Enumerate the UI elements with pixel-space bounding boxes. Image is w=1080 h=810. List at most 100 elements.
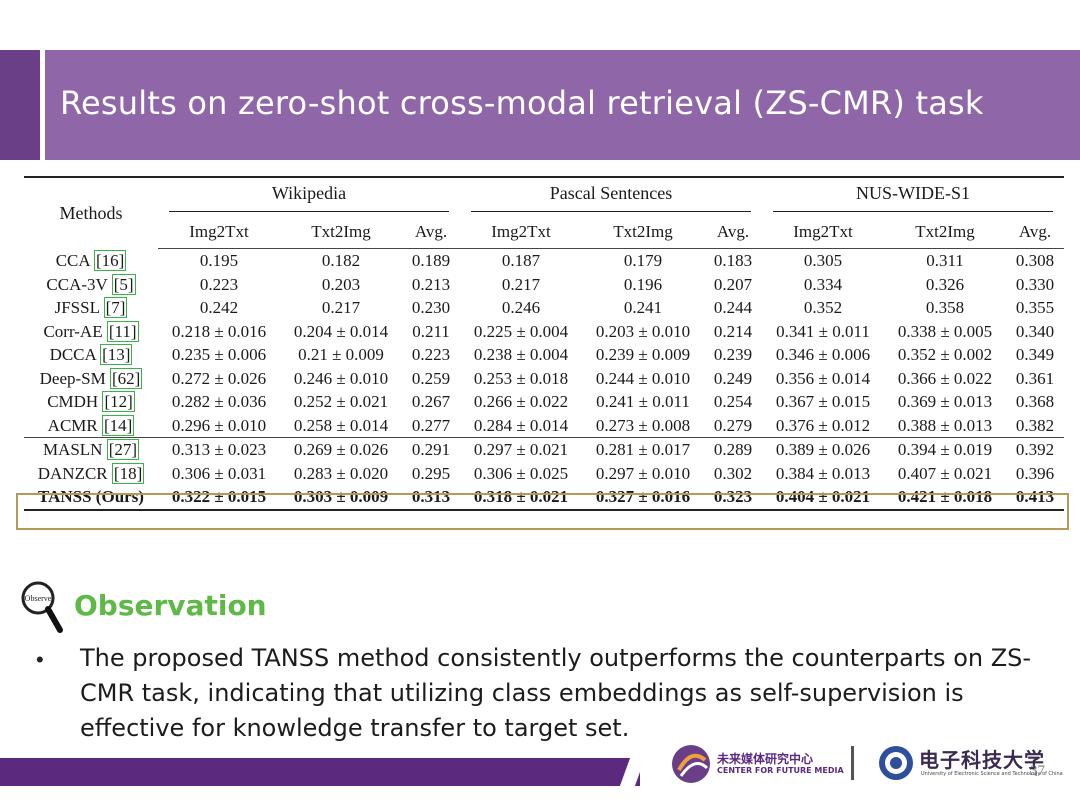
table-cell: 0.282 ± 0.036: [171, 392, 267, 411]
table-cell: 0.306 ± 0.031: [171, 463, 267, 483]
table-cell: 0.355: [1015, 298, 1055, 317]
method-label: Corr-AE: [43, 321, 103, 341]
table-cell: 0.183: [713, 251, 753, 270]
table-cell: 0.356 ± 0.014: [775, 368, 871, 388]
uestc-seal-icon: [879, 746, 913, 780]
table-cell: 0.396: [1015, 463, 1055, 483]
table-cell: 0.189: [411, 251, 451, 270]
table-cell: 0.213: [411, 274, 451, 294]
table-cell: 0.249: [713, 368, 753, 388]
table-cell: 0.241 ± 0.011: [596, 392, 690, 411]
table-cell: 0.313 ± 0.023: [158, 437, 280, 462]
table-body-baselines: CCA [16] 0.195 0.182 0.189 0.187 0.179 0.183 0.…: [24, 249, 1064, 438]
citation-ref: [27]: [106, 439, 140, 460]
table-cell: 0.358: [925, 298, 965, 317]
method-name: DCCA [13]: [24, 343, 158, 367]
table-cell: 0.267: [411, 392, 451, 411]
footer-bar: [0, 758, 646, 786]
table-cell: 0.295: [411, 463, 451, 483]
table-cell: 0.388 ± 0.013: [897, 415, 993, 435]
subcolumn-header: Avg.: [704, 216, 762, 249]
table-cell: 0.283 ± 0.020: [293, 463, 389, 483]
cfm-name-en: CENTER FOR FUTURE MEDIA: [717, 766, 844, 775]
table-cell: 0.273 ± 0.008: [595, 415, 691, 435]
method-name: ACMR [14]: [24, 414, 158, 438]
table-cell: 0.323: [704, 485, 762, 511]
table-cell: 0.326: [925, 274, 965, 294]
header-row-subcolumns: Img2Txt Txt2Img Avg. Img2Txt Txt2Img Avg…: [24, 216, 1064, 249]
table-cell: 0.341 ± 0.011: [776, 321, 870, 341]
subcolumn-header: Txt2Img: [280, 216, 402, 249]
table-cell: 0.21 ± 0.009: [298, 345, 384, 364]
table-cell: 0.413: [1006, 485, 1064, 511]
table-cell: 0.269 ± 0.026: [280, 437, 402, 462]
title-bar: Results on zero-shot cross-modal retriev…: [0, 50, 1080, 160]
table-cell: 0.258 ± 0.014: [293, 415, 389, 435]
table-cell: 0.376 ± 0.012: [775, 415, 871, 435]
table-cell: 0.218 ± 0.016: [171, 321, 267, 341]
table-cell: 0.196: [623, 274, 663, 294]
table-cell: 0.404 ± 0.021: [762, 485, 884, 511]
table-cell: 0.330: [1015, 274, 1055, 294]
table-cell: 0.303 ± 0.009: [280, 485, 402, 511]
table-cell: 0.266 ± 0.022: [473, 392, 569, 411]
table-cell: 0.313: [402, 485, 460, 511]
table-cell: 0.284 ± 0.014: [473, 415, 569, 435]
table-cell: 0.289: [704, 437, 762, 462]
results-table: Methods Wikipedia Pascal Sentences NUS-W…: [24, 176, 1064, 511]
method-label: ACMR: [47, 415, 98, 435]
table-cell: 0.346 ± 0.006: [775, 345, 871, 364]
table-row: JFSSL [7] 0.242 0.217 0.230 0.246 0.241 0.244 0…: [24, 296, 1064, 320]
table-row: CCA-3V [5] 0.223 0.203 0.213 0.217 0.196 0.207…: [24, 273, 1064, 297]
table-body-recent: MASLN [27] 0.313 ± 0.023 0.269 ± 0.026 0.29…: [24, 437, 1064, 511]
table-cell: 0.195: [199, 251, 239, 270]
citation-ref: [62]: [110, 367, 143, 389]
table-row: Corr-AE [11] 0.218 ± 0.016 0.204 ± 0.014 0.…: [24, 320, 1064, 344]
subcolumn-header: Img2Txt: [158, 216, 280, 249]
results-table-wrap: Methods Wikipedia Pascal Sentences NUS-W…: [24, 176, 1064, 511]
citation-ref: [18]: [111, 462, 145, 484]
title-accent-gap: [40, 50, 45, 160]
method-label: CMDH: [47, 392, 99, 411]
table-cell: 0.334: [803, 274, 843, 294]
table-cell: 0.291: [402, 437, 460, 462]
table-cell: 0.217: [321, 298, 361, 317]
table-cell: 0.246: [501, 298, 541, 317]
table-cell: 0.308: [1015, 251, 1055, 270]
subcolumn-header: Img2Txt: [762, 216, 884, 249]
table-row: Deep-SM [62] 0.272 ± 0.026 0.246 ± 0.010 0.…: [24, 367, 1064, 391]
table-cell: 0.297 ± 0.010: [595, 463, 691, 483]
table-cell: 0.296 ± 0.010: [171, 415, 267, 435]
table-cell: 0.223: [411, 345, 451, 364]
table-cell: 0.244: [713, 298, 753, 317]
table-cell: 0.235 ± 0.006: [171, 345, 267, 364]
subcolumn-header: Avg.: [1006, 216, 1064, 249]
observation-title: Observation: [74, 589, 267, 622]
table-cell: 0.182: [321, 251, 361, 270]
table-cell: 0.239: [713, 345, 753, 364]
citation-ref: [12]: [102, 391, 135, 412]
table-cell: 0.254: [713, 392, 753, 411]
magnifier-icon: Observe: [21, 581, 63, 633]
table-cell: 0.368: [1015, 392, 1055, 411]
table-cell: 0.217: [501, 274, 541, 294]
table-cell: 0.246 ± 0.010: [293, 368, 389, 388]
table-cell: 0.281 ± 0.017: [582, 437, 704, 462]
cfm-logo-icon: [672, 745, 710, 783]
cfm-name-cn: 未来媒体研究中心: [717, 752, 814, 766]
table-row: CCA [16] 0.195 0.182 0.189 0.187 0.179 0.183 0.…: [24, 249, 1064, 273]
table-cell: 0.421 ± 0.018: [884, 485, 1006, 511]
logo-divider: [851, 746, 854, 780]
table-cell: 0.394 ± 0.019: [884, 437, 1006, 462]
method-name: Corr-AE [11]: [24, 320, 158, 344]
method-name: MASLN [27]: [24, 437, 158, 462]
dataset-header: NUS-WIDE-S1: [762, 176, 1064, 216]
table-cell: 0.392: [1006, 437, 1064, 462]
bullet-dot: •: [36, 647, 44, 672]
table-cell: 0.272 ± 0.026: [171, 368, 267, 388]
ours-row: TANSS (Ours) 0.322 ± 0.015 0.303 ± 0.009 0.…: [24, 485, 1064, 511]
method-name: Deep-SM [62]: [24, 367, 158, 391]
table-cell: 0.207: [713, 274, 753, 294]
subcolumn-header: Txt2Img: [582, 216, 704, 249]
table-cell: 0.203: [321, 274, 361, 294]
